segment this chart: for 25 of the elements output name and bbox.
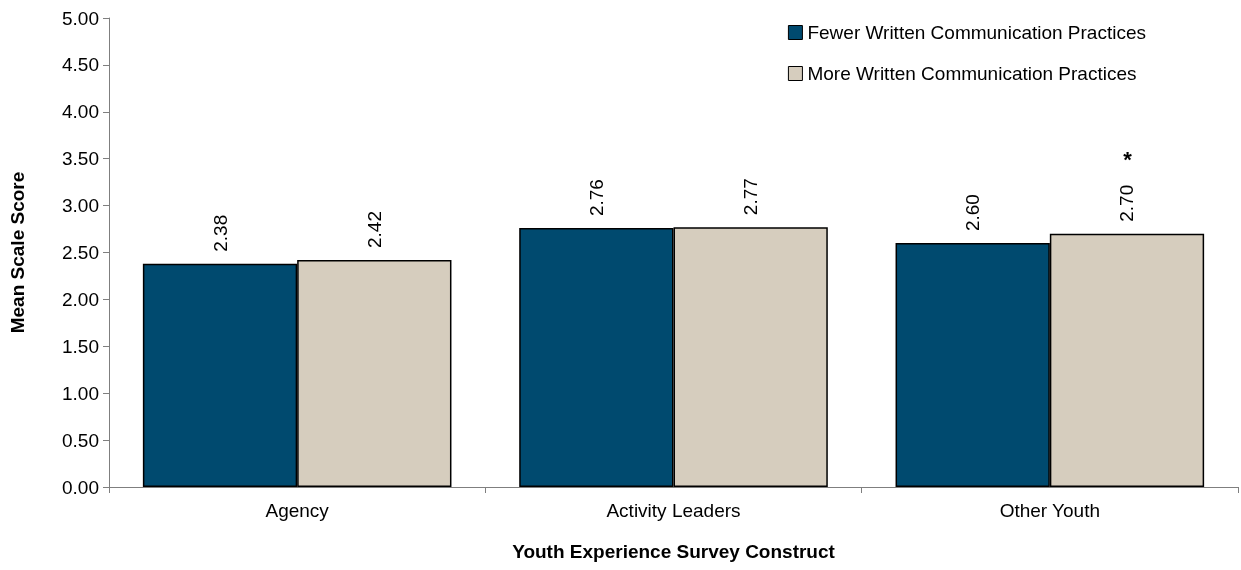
legend-label: More Written Communication Practices [807,63,1137,84]
y-tick-label: 0.00 [62,476,99,498]
data-label: 2.70 [1116,184,1138,222]
legend-label: Fewer Written Communication Practices [807,22,1147,43]
y-tick-label: 0.50 [62,429,99,451]
y-tick-label: 5.00 [62,7,99,29]
data-label: 2.60 [962,194,984,232]
data-label: 2.77 [740,178,762,216]
y-tick-label: 3.00 [62,195,99,217]
x-tick-label: Agency [265,500,330,521]
y-tick-label: 1.00 [62,382,99,404]
data-label: 2.76 [585,179,607,217]
y-tick-label: 4.00 [62,101,99,123]
y-tick-label: 2.00 [62,288,99,310]
data-label: 2.38 [209,214,231,252]
x-tick-label: Activity Leaders [606,500,741,521]
y-tick-label: 2.50 [62,242,99,263]
y-tick-label: 4.50 [62,54,99,76]
annotation: * [1123,147,1133,173]
data-label: 2.42 [363,211,385,248]
y-tick-label: 1.50 [62,335,99,357]
y-tick-label: 3.50 [62,148,99,170]
x-axis-title: Youth Experience Survey Construct [512,541,836,562]
y-axis-title: Mean Scale Score [7,171,28,334]
x-tick-label: Other Youth [999,500,1101,521]
